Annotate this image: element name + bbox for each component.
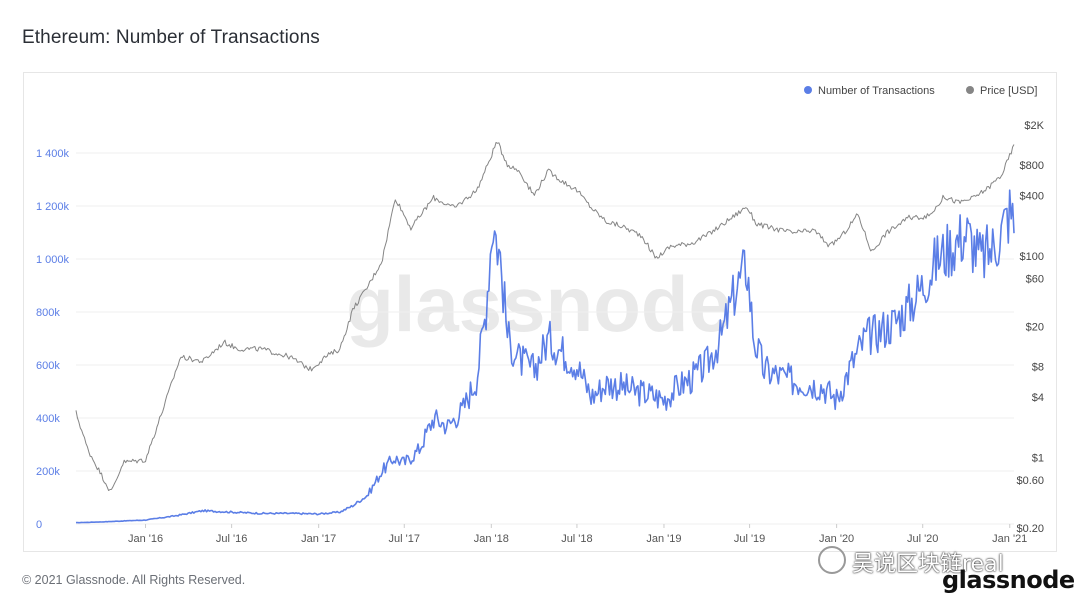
y-right-tick-label: $400 bbox=[1020, 190, 1044, 202]
transactions-chart: glassnode 0 200k 400k 600k 800k 1 000k 1 200k 1… bbox=[36, 85, 1045, 545]
y-left-tick-label: 400k bbox=[36, 413, 60, 425]
wechat-logo-icon bbox=[818, 546, 846, 574]
y-right-tick-label: $0.60 bbox=[1016, 475, 1044, 487]
y-right-tick-label: $2K bbox=[1024, 120, 1044, 132]
price-line bbox=[75, 142, 1015, 491]
x-tick-label: Jan '16 bbox=[128, 533, 163, 545]
y-right-tick-label: $20 bbox=[1026, 322, 1044, 334]
y-right-tick-label: $4 bbox=[1032, 392, 1044, 404]
y-left-tick-label: 600k bbox=[36, 360, 60, 372]
chart-watermark: glassnode bbox=[346, 260, 732, 348]
x-tick-label: Jul '17 bbox=[389, 533, 420, 545]
y-right-tick-label: $1 bbox=[1032, 453, 1044, 465]
brand-logo-text: glassnode bbox=[942, 566, 1075, 594]
y-left-tick-label: 800k bbox=[36, 307, 60, 319]
footer-copyright: © 2021 Glassnode. All Rights Reserved. bbox=[22, 573, 246, 587]
x-tick-label: Jul '18 bbox=[561, 533, 592, 545]
overlay-watermark: 吴说区块链real glassnode bbox=[812, 542, 1075, 604]
x-tick-label: Jan '19 bbox=[646, 533, 681, 545]
y-left-tick-label: 200k bbox=[36, 466, 60, 478]
legend-label: Price [USD] bbox=[980, 85, 1037, 97]
y-left-tick-label: 1 400k bbox=[36, 148, 70, 160]
y-right-tick-label: $100 bbox=[1020, 251, 1044, 263]
legend-swatch bbox=[966, 86, 974, 94]
chart-container: glassnode 0 200k 400k 600k 800k 1 000k 1 200k 1… bbox=[23, 72, 1057, 552]
x-tick-label: Jan '20 bbox=[819, 533, 854, 545]
x-tick-label: Jul '19 bbox=[734, 533, 765, 545]
y-right-tick-label: $800 bbox=[1020, 160, 1044, 172]
x-tick-label: Jul '20 bbox=[907, 533, 938, 545]
y-left-tick-label: 1 200k bbox=[36, 201, 70, 213]
x-tick-label: Jan '17 bbox=[301, 533, 336, 545]
overlay-text: 吴说区块链real bbox=[852, 552, 1004, 577]
legend-swatch bbox=[804, 86, 812, 94]
x-tick-label: Jan '18 bbox=[474, 533, 509, 545]
y-left-tick-label: 1 000k bbox=[36, 254, 70, 266]
x-tick-label: Jan '21 bbox=[992, 533, 1027, 545]
x-tick-label: Jul '16 bbox=[216, 533, 247, 545]
transactions-line bbox=[75, 189, 1015, 524]
y-right-tick-label: $60 bbox=[1026, 273, 1044, 285]
legend-label: Number of Transactions bbox=[818, 85, 935, 97]
y-left-tick-label: 0 bbox=[36, 519, 42, 531]
y-right-tick-label: $0.20 bbox=[1016, 523, 1044, 535]
page-title: Ethereum: Number of Transactions bbox=[22, 27, 320, 48]
y-right-tick-label: $8 bbox=[1032, 362, 1044, 374]
